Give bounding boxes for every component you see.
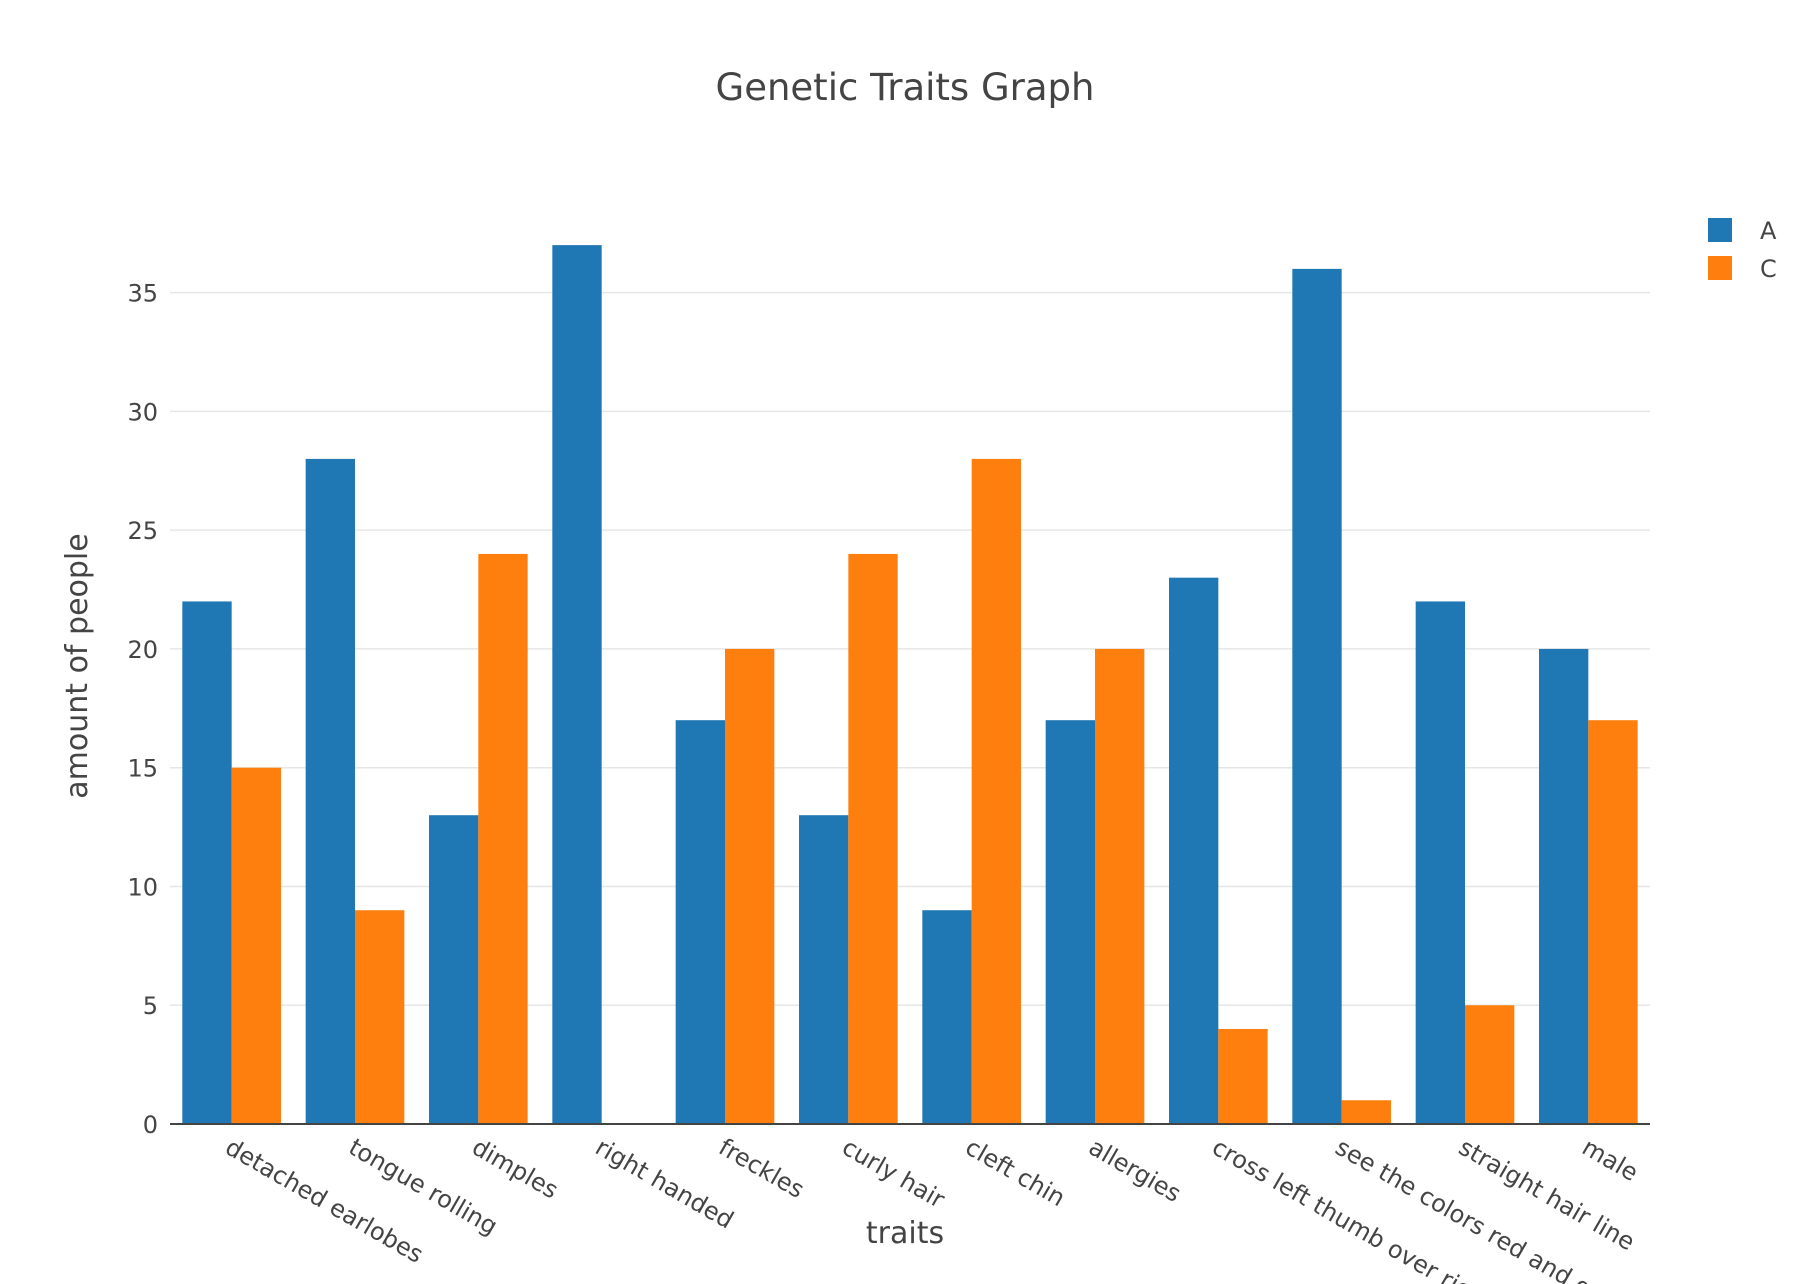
y-tick-label: 15 <box>127 755 158 783</box>
bar-a-8[interactable] <box>1169 577 1219 1124</box>
bar-a-7[interactable] <box>1045 720 1095 1124</box>
bar-a-0[interactable] <box>182 601 232 1124</box>
y-tick-label: 35 <box>127 280 158 308</box>
y-axis-ticks: 0 5 10 15 20 25 30 35 <box>127 280 158 1139</box>
bar-c-5[interactable] <box>848 553 898 1124</box>
x-tick-label: cleft chin <box>961 1133 1070 1212</box>
bar-a-11[interactable] <box>1539 648 1589 1124</box>
bar-a-5[interactable] <box>799 815 849 1124</box>
x-tick-label: detached earlobes <box>221 1133 428 1269</box>
bar-a-9[interactable] <box>1292 268 1342 1125</box>
bar-c-2[interactable] <box>478 553 528 1124</box>
x-tick-label: dimples <box>467 1133 563 1204</box>
x-tick-label: male <box>1577 1133 1643 1187</box>
x-tick-label: freckles <box>714 1133 809 1204</box>
bar-c-6[interactable] <box>971 458 1021 1124</box>
bar-a-3[interactable] <box>552 245 602 1124</box>
x-tick-label: allergies <box>1084 1133 1186 1208</box>
x-axis-title: traits <box>866 1216 944 1251</box>
bar-c-9[interactable] <box>1341 1100 1391 1124</box>
bar-a-4[interactable] <box>675 720 725 1124</box>
bar-c-10[interactable] <box>1465 1005 1515 1124</box>
bar-a-2[interactable] <box>429 815 479 1124</box>
bar-c-8[interactable] <box>1218 1028 1268 1124</box>
x-tick-label: right handed <box>591 1133 739 1234</box>
legend-swatch-c[interactable] <box>1708 256 1732 280</box>
bars <box>182 245 1638 1125</box>
y-tick-label: 25 <box>127 517 158 545</box>
legend-label-c[interactable]: C <box>1760 255 1777 283</box>
bar-a-1[interactable] <box>305 458 355 1124</box>
y-tick-label: 10 <box>127 873 158 901</box>
chart-title: Genetic Traits Graph <box>716 66 1095 109</box>
bar-a-6[interactable] <box>922 910 972 1124</box>
y-tick-label: 0 <box>143 1111 158 1139</box>
bar-a-10[interactable] <box>1415 601 1465 1124</box>
bar-c-1[interactable] <box>355 910 405 1124</box>
bar-c-0[interactable] <box>231 767 281 1124</box>
legend: AC <box>1708 217 1777 283</box>
bar-c-7[interactable] <box>1095 648 1145 1124</box>
y-tick-label: 30 <box>127 398 158 426</box>
y-axis-title: amount of people <box>60 533 95 798</box>
bar-c-4[interactable] <box>725 648 775 1124</box>
gridlines <box>170 291 1650 1006</box>
y-tick-label: 20 <box>127 636 158 664</box>
legend-label-a[interactable]: A <box>1760 217 1777 245</box>
bar-c-11[interactable] <box>1588 720 1638 1124</box>
y-tick-label: 5 <box>143 992 158 1020</box>
legend-swatch-a[interactable] <box>1708 218 1732 242</box>
x-tick-label: curly hair <box>837 1133 949 1214</box>
